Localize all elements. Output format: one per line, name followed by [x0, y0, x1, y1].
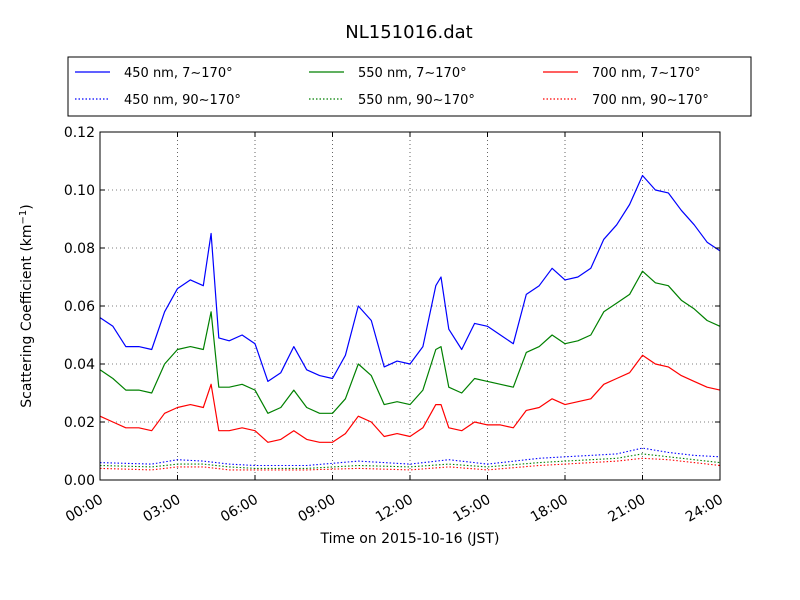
legend-label: 550 nm, 90∼170°: [358, 93, 475, 108]
x-tick-label: 21:00: [606, 492, 649, 526]
legend-label: 450 nm, 90∼170°: [124, 93, 241, 108]
x-tick-label: 18:00: [528, 492, 571, 526]
legend: 450 nm, 7∼170° 550 nm, 7∼170° 700 nm, 7∼17…: [67, 56, 752, 117]
y-tick-label: 0.06: [64, 299, 95, 315]
y-tick-label: 0.08: [64, 241, 95, 257]
y-axis-label: Scattering Coefficient (km−1): [18, 204, 36, 408]
series-line-4: [99, 453, 721, 469]
series-line-2: [99, 354, 721, 443]
x-tick-label: 24:00: [683, 492, 726, 526]
x-axis-label: Time on 2015-10-16 (JST): [320, 531, 500, 547]
y-tick-label: 0.00: [64, 473, 95, 489]
series-line-0: [99, 174, 721, 382]
x-tick-label: 12:00: [373, 492, 416, 526]
y-tick-label: 0.04: [64, 357, 95, 373]
legend-label: 700 nm, 7∼170°: [592, 66, 701, 81]
legend-label: 700 nm, 90∼170°: [592, 93, 709, 108]
legend-label: 550 nm, 7∼170°: [358, 66, 467, 81]
legend-label: 450 nm, 7∼170°: [124, 66, 233, 81]
series-line-5: [99, 457, 721, 471]
chart-title: NL151016.dat: [345, 22, 472, 43]
series-line-1: [99, 270, 721, 414]
axes: 00:00 03:00 06:00 09:00 12:00 15:00 18:00 21:00…: [63, 125, 726, 526]
x-tick-label: 09:00: [296, 492, 339, 526]
y-tick-label: 0.12: [64, 125, 95, 141]
y-tick-label: 0.10: [64, 183, 95, 199]
x-tick-label: 00:00: [63, 492, 106, 526]
x-tick-label: 06:00: [218, 492, 261, 526]
y-tick-label: 0.02: [64, 415, 95, 431]
series-layer: [99, 174, 721, 471]
x-tick-label: 15:00: [451, 492, 494, 526]
legend-box: [67, 56, 752, 117]
x-tick-label: 03:00: [141, 492, 184, 526]
grid: [99, 131, 721, 481]
